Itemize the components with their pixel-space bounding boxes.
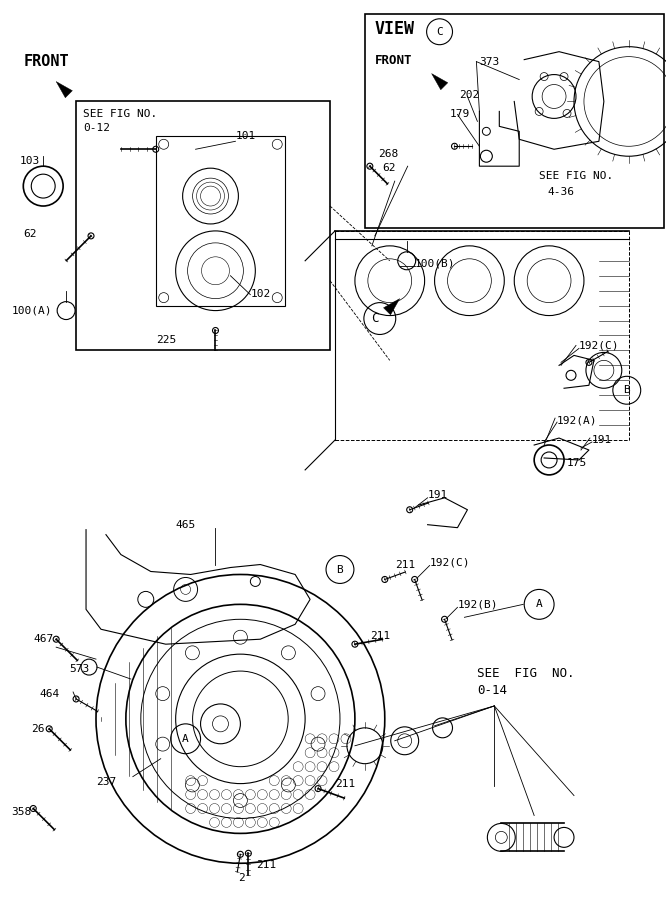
Text: FRONT: FRONT bbox=[375, 54, 412, 67]
Text: 175: 175 bbox=[567, 458, 587, 468]
Polygon shape bbox=[432, 74, 448, 90]
Text: FRONT: FRONT bbox=[23, 54, 69, 68]
Text: 225: 225 bbox=[155, 336, 176, 346]
Text: 100(B): 100(B) bbox=[415, 259, 455, 269]
Text: 0-12: 0-12 bbox=[83, 123, 110, 133]
Text: 373: 373 bbox=[480, 57, 500, 67]
Text: 202: 202 bbox=[460, 89, 480, 100]
Text: 102: 102 bbox=[250, 289, 271, 299]
Text: 191: 191 bbox=[592, 435, 612, 446]
Text: 4-36: 4-36 bbox=[547, 187, 574, 197]
Text: 358: 358 bbox=[11, 806, 31, 816]
Text: C: C bbox=[371, 312, 379, 325]
Text: SEE  FIG  NO.: SEE FIG NO. bbox=[478, 667, 575, 680]
Text: 100(A): 100(A) bbox=[11, 306, 52, 316]
Text: 192(C): 192(C) bbox=[579, 340, 620, 350]
Text: 0-14: 0-14 bbox=[478, 684, 508, 697]
Text: 26: 26 bbox=[31, 724, 45, 733]
Text: A: A bbox=[182, 734, 189, 743]
Text: 465: 465 bbox=[175, 519, 196, 530]
Text: SEE FIG NO.: SEE FIG NO. bbox=[539, 171, 614, 181]
Text: VIEW: VIEW bbox=[375, 20, 415, 38]
Bar bbox=[76, 102, 330, 350]
Text: 62: 62 bbox=[23, 229, 37, 238]
Text: 464: 464 bbox=[39, 689, 59, 699]
Text: SEE FIG NO.: SEE FIG NO. bbox=[83, 110, 157, 120]
Text: A: A bbox=[536, 599, 542, 609]
Text: 211: 211 bbox=[335, 778, 356, 788]
Text: 192(B): 192(B) bbox=[458, 599, 498, 609]
Polygon shape bbox=[384, 299, 400, 315]
Text: B: B bbox=[337, 564, 344, 574]
Bar bbox=[155, 136, 285, 306]
Text: 2: 2 bbox=[238, 873, 245, 883]
Polygon shape bbox=[56, 82, 72, 98]
Text: C: C bbox=[436, 27, 443, 37]
Text: 62: 62 bbox=[382, 163, 396, 173]
Text: 237: 237 bbox=[96, 777, 116, 787]
Text: 192(A): 192(A) bbox=[557, 415, 598, 425]
Text: 211: 211 bbox=[370, 631, 390, 641]
Text: 179: 179 bbox=[450, 110, 470, 120]
Circle shape bbox=[480, 150, 492, 162]
Text: B: B bbox=[624, 385, 630, 395]
Text: 191: 191 bbox=[428, 490, 448, 500]
Bar bbox=[365, 14, 664, 228]
Text: 573: 573 bbox=[69, 664, 89, 674]
Text: 101: 101 bbox=[235, 131, 255, 141]
Text: 192(C): 192(C) bbox=[430, 558, 470, 568]
Text: 467: 467 bbox=[33, 634, 53, 644]
Text: 103: 103 bbox=[19, 157, 39, 166]
Text: 268: 268 bbox=[378, 149, 398, 159]
Text: 211: 211 bbox=[395, 560, 415, 570]
Circle shape bbox=[566, 370, 576, 381]
Text: 211: 211 bbox=[256, 860, 277, 870]
